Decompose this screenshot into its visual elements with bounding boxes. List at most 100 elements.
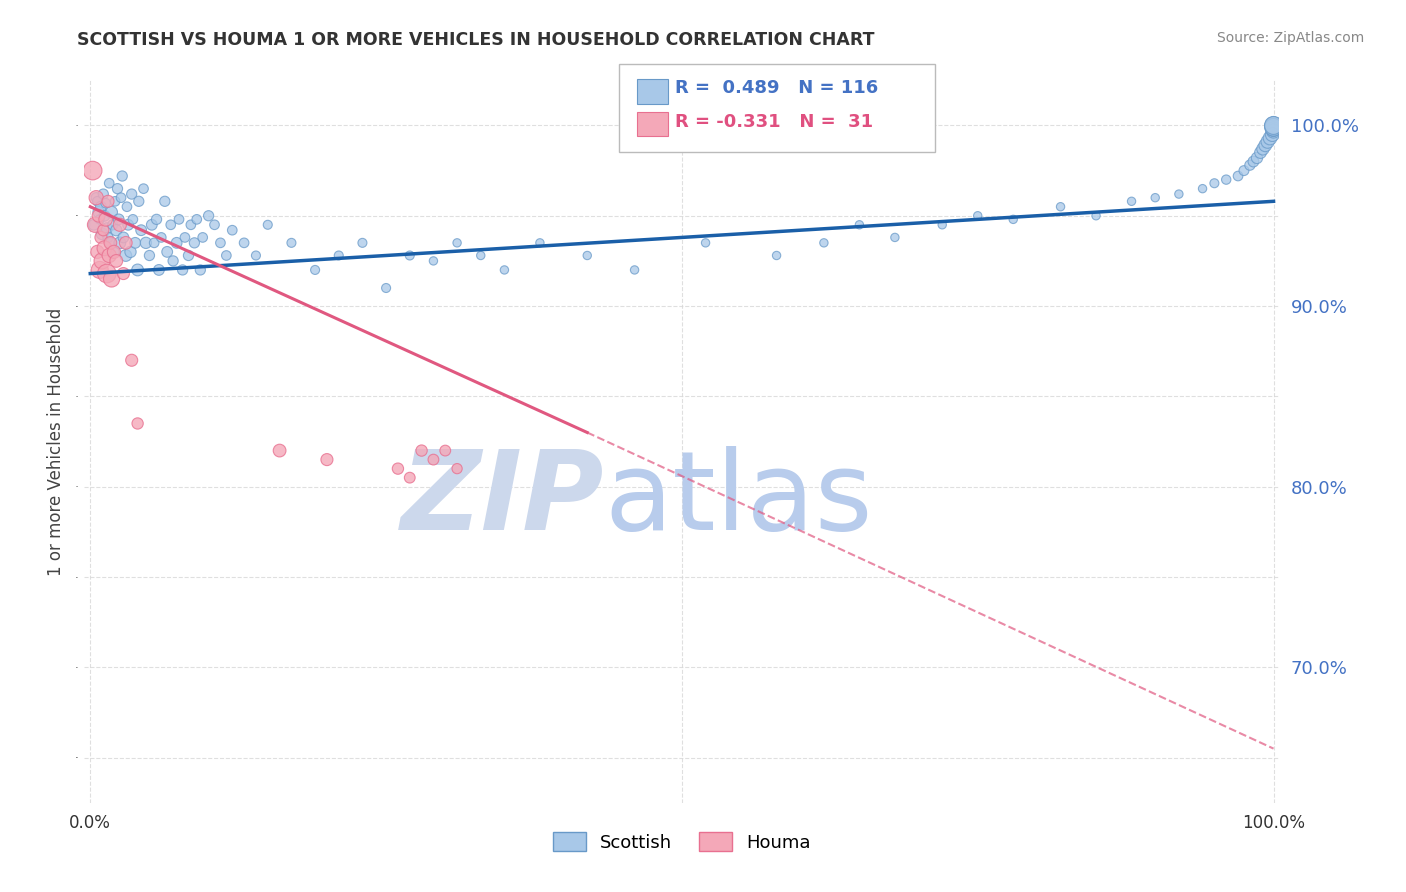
Point (1215, 172, 1237, 186)
Point (1239, 158, 1261, 172)
Legend: Scottish, Houma: Scottish, Houma (546, 825, 818, 859)
Point (93, 241, 115, 255)
Point (104, 194, 127, 209)
Point (1257, 135, 1279, 149)
Text: ZIP: ZIP (401, 446, 605, 553)
Point (110, 191, 132, 205)
Point (966, 209, 988, 223)
Point (100, 272, 122, 286)
Text: SCOTTISH VS HOUMA 1 OR MORE VEHICLES IN HOUSEHOLD CORRELATION CHART: SCOTTISH VS HOUMA 1 OR MORE VEHICLES IN … (77, 31, 875, 49)
Point (1251, 142, 1274, 156)
Text: R =  0.489   N = 116: R = 0.489 N = 116 (675, 79, 879, 97)
Point (84, 191, 107, 205)
Point (145, 212, 167, 227)
Point (98, 176, 121, 190)
Point (122, 212, 145, 227)
Point (94, 212, 117, 227)
Point (93, 209, 115, 223)
Point (86, 244, 108, 259)
Point (83, 218, 105, 232)
Point (1263, 120, 1285, 135)
Point (186, 212, 208, 227)
Point (90, 200, 112, 214)
Point (153, 194, 176, 209)
Point (375, 281, 398, 295)
Point (84, 218, 107, 232)
Point (280, 235, 302, 250)
Point (529, 235, 551, 250)
Point (695, 235, 717, 250)
Point (105, 223, 128, 237)
Point (1263, 124, 1285, 138)
Point (304, 263, 326, 277)
Point (111, 169, 134, 183)
Point (1263, 120, 1285, 135)
Point (180, 218, 202, 232)
Point (124, 235, 146, 250)
Point (197, 209, 219, 223)
Point (177, 248, 200, 262)
Point (108, 218, 131, 232)
Point (813, 235, 835, 250)
Point (256, 218, 278, 232)
Point (135, 235, 157, 250)
Point (434, 443, 457, 458)
Point (209, 235, 232, 250)
Point (100, 235, 122, 250)
Point (91, 227, 114, 241)
Point (1263, 120, 1285, 135)
Point (97, 230, 120, 244)
Point (1263, 120, 1285, 135)
Point (101, 218, 124, 232)
Point (156, 244, 179, 259)
Text: atlas: atlas (605, 446, 873, 553)
Point (114, 248, 136, 262)
Point (233, 235, 256, 250)
Point (100, 235, 122, 250)
Point (1204, 176, 1226, 190)
Point (129, 223, 152, 237)
Point (121, 187, 143, 202)
Point (1258, 131, 1281, 145)
Point (1191, 181, 1213, 195)
Point (1241, 154, 1264, 169)
Point (112, 230, 135, 244)
Point (446, 235, 468, 250)
Point (1227, 169, 1250, 183)
Point (115, 200, 138, 214)
Point (127, 263, 149, 277)
Point (1254, 138, 1277, 153)
Point (1121, 194, 1143, 209)
Point (114, 235, 136, 250)
Point (148, 263, 170, 277)
Point (1263, 119, 1285, 133)
Point (84, 191, 107, 205)
Point (422, 452, 444, 467)
Point (98, 248, 121, 262)
Text: Source: ZipAtlas.com: Source: ZipAtlas.com (1216, 31, 1364, 45)
Point (87, 205, 110, 219)
Point (1263, 119, 1285, 133)
Point (191, 230, 214, 244)
Point (848, 218, 870, 232)
Point (112, 267, 135, 281)
Point (576, 248, 599, 262)
Point (159, 218, 181, 232)
Point (100, 205, 122, 219)
Point (91, 253, 114, 268)
Point (1167, 187, 1189, 202)
Point (138, 248, 160, 262)
Point (103, 244, 125, 259)
Point (398, 248, 420, 262)
Point (446, 461, 468, 475)
Point (1250, 145, 1272, 160)
Point (1002, 212, 1025, 227)
Point (162, 253, 184, 268)
Point (245, 248, 267, 262)
Point (411, 443, 433, 458)
Point (82, 163, 104, 178)
Point (91, 223, 114, 237)
Point (398, 470, 420, 484)
Point (765, 248, 787, 262)
Point (1263, 122, 1285, 136)
